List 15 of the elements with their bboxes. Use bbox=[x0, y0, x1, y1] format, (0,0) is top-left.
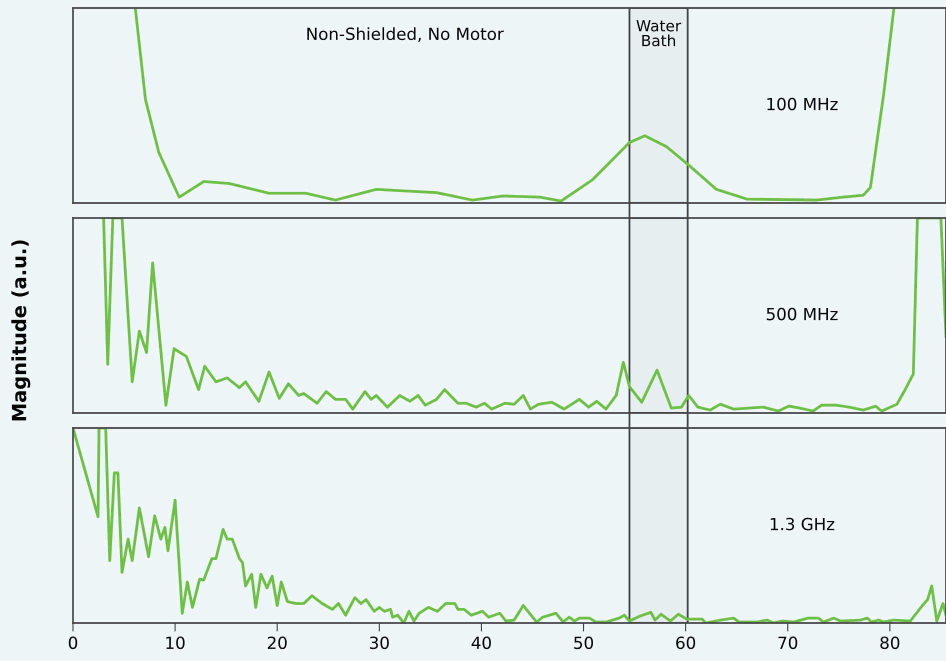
x-tick-label: 60 bbox=[676, 636, 696, 650]
x-tick-label: 70 bbox=[778, 636, 798, 650]
annotation: 100 MHz bbox=[767, 98, 838, 110]
x-tick-label: 40 bbox=[472, 636, 491, 650]
annotation: Non-Shielded, No Motor bbox=[307, 27, 504, 42]
x-tick-label: 0 bbox=[68, 636, 78, 650]
x-tick-label: 80 bbox=[880, 636, 900, 650]
x-tick-label: 30 bbox=[370, 636, 389, 650]
x-tick-label: 10 bbox=[166, 636, 185, 650]
annotation: 1.3 GHz bbox=[770, 518, 834, 530]
x-tick-label: 50 bbox=[574, 636, 594, 650]
y-axis-title: Magnitude (a.u.) bbox=[11, 240, 30, 420]
band-label: Water Bath bbox=[636, 20, 682, 46]
annotation: 500 MHz bbox=[766, 308, 838, 320]
x-tick-label: 20 bbox=[268, 636, 287, 650]
